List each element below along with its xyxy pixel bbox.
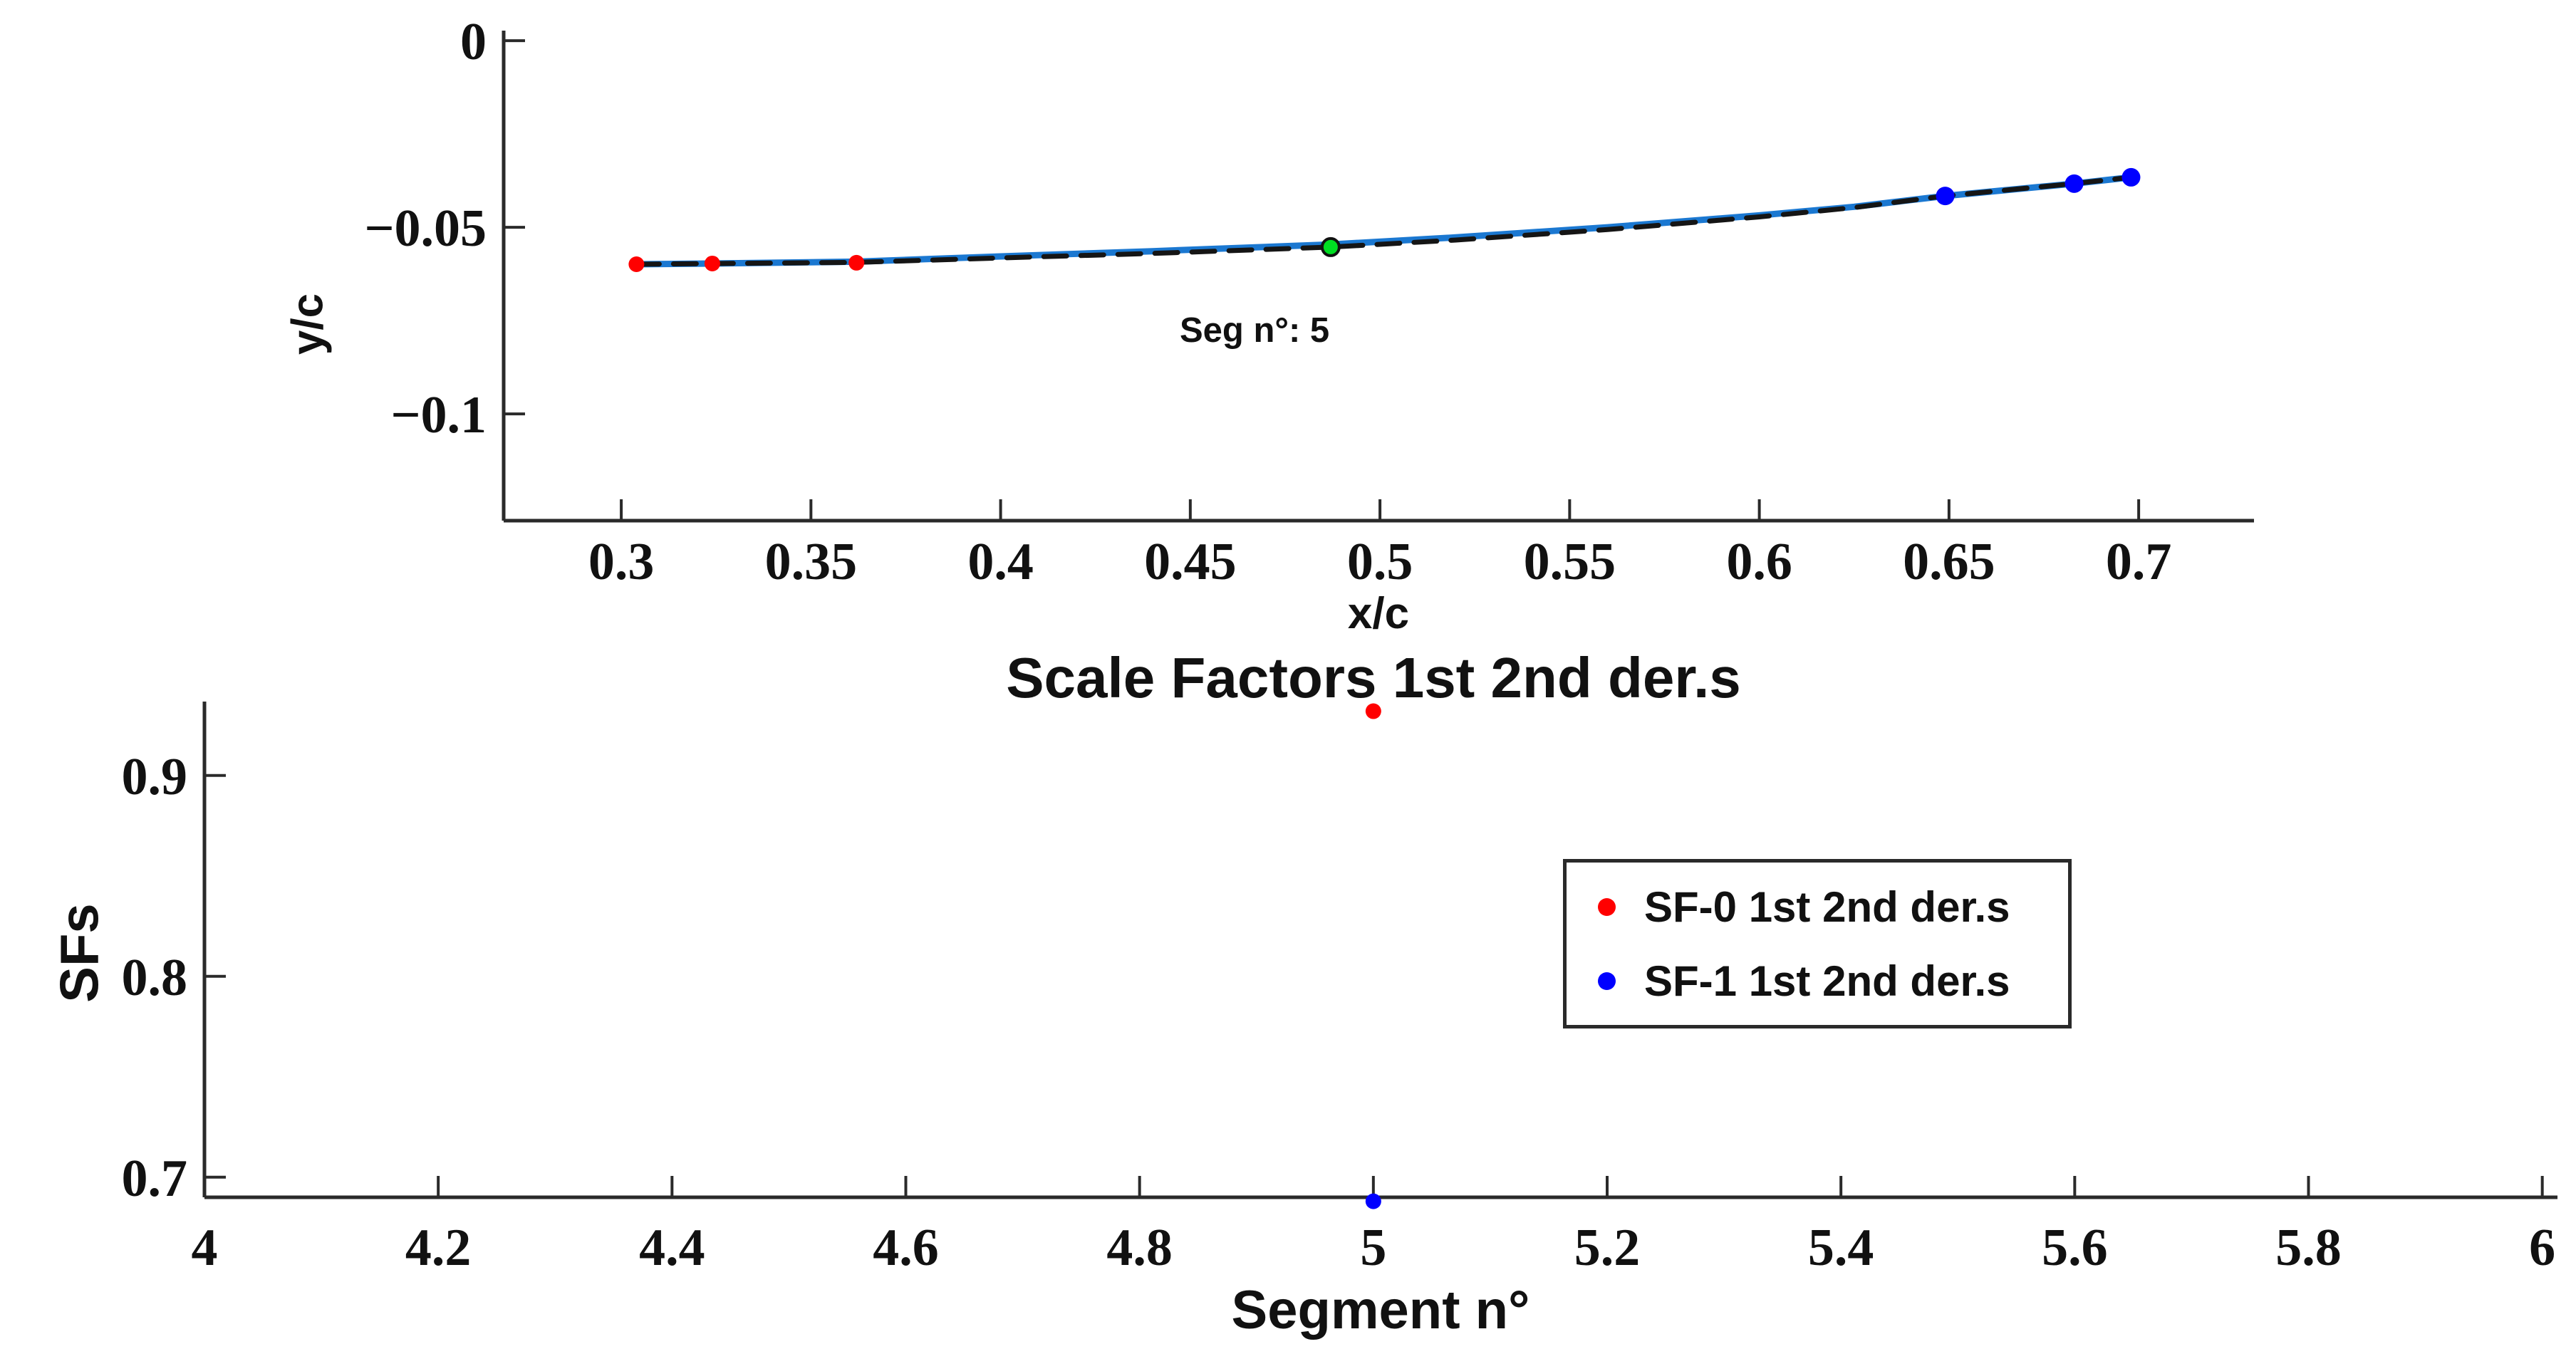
x-tick-label: 0.55 xyxy=(1524,533,1616,591)
x-tick-label: 6 xyxy=(2529,1219,2555,1277)
top-ylabel: y/c xyxy=(283,293,333,355)
legend-item-label: SF-0 1st 2nd der.s xyxy=(1644,882,2010,931)
x-tick-label: 0.35 xyxy=(765,533,858,591)
bottom-ylabel: SFs xyxy=(49,903,110,1003)
x-tick-label: 0.3 xyxy=(588,533,655,591)
SF-1 1st 2nd der.s-marker xyxy=(1365,1193,1381,1209)
x-tick-label: 5.8 xyxy=(2275,1219,2342,1277)
legend-item-label: SF-1 1st 2nd der.s xyxy=(1644,957,2010,1005)
legend-red-dot-icon xyxy=(1598,897,1616,916)
red-control-points-marker xyxy=(848,254,865,271)
y-tick-label: 0 xyxy=(460,13,487,71)
x-tick-label: 0.45 xyxy=(1144,533,1237,591)
x-tick-label: 4.6 xyxy=(873,1219,939,1277)
segment-curve-solid-curve xyxy=(633,174,2134,268)
x-tick-label: 5 xyxy=(1360,1219,1386,1277)
blue-control-points-marker xyxy=(2121,167,2141,187)
SF-0 1st 2nd der.s-marker xyxy=(1365,703,1381,719)
x-tick-label: 0.65 xyxy=(1903,533,1995,591)
y-tick-label: −0.05 xyxy=(364,199,487,258)
x-tick-label: 0.6 xyxy=(1726,533,1792,591)
segment-curve-dashed-curve xyxy=(633,175,2134,267)
y-tick-label: 0.7 xyxy=(122,1150,188,1208)
legend-item-sf0: SF-0 1st 2nd der.s xyxy=(1567,882,2068,932)
green-active-point-marker xyxy=(1320,236,1341,257)
x-tick-label: 5.2 xyxy=(1574,1219,1641,1277)
y-tick-label: −0.1 xyxy=(390,386,487,444)
x-tick-label: 0.5 xyxy=(1347,533,1413,591)
red-control-points-marker xyxy=(704,255,720,271)
bottom-plot-title: Scale Factors 1st 2nd der.s xyxy=(1006,646,1741,709)
y-tick-label: 0.9 xyxy=(122,748,188,806)
x-tick-label: 0.7 xyxy=(2106,533,2172,591)
x-tick-label: 4.8 xyxy=(1106,1219,1173,1277)
bottom-xlabel: Segment n° xyxy=(1231,1280,1530,1340)
x-tick-label: 0.4 xyxy=(967,533,1034,591)
legend-blue-dot-icon xyxy=(1598,972,1616,990)
segment-annotation: Seg n°: 5 xyxy=(1180,311,1330,350)
blue-control-points-marker xyxy=(1936,187,1955,206)
x-tick-label: 4 xyxy=(192,1219,218,1277)
x-tick-label: 5.6 xyxy=(2042,1219,2108,1277)
x-tick-label: 4.4 xyxy=(639,1219,705,1277)
top-xlabel: x/c xyxy=(1347,589,1410,638)
blue-control-points-marker xyxy=(2065,174,2084,193)
x-tick-label: 5.4 xyxy=(1808,1219,1874,1277)
legend-box: SF-0 1st 2nd der.s SF-1 1st 2nd der.s xyxy=(1563,859,2072,1028)
red-control-points-marker xyxy=(628,256,645,273)
x-tick-label: 4.2 xyxy=(405,1219,472,1277)
legend-item-sf1: SF-1 1st 2nd der.s xyxy=(1567,957,2068,1006)
y-tick-label: 0.8 xyxy=(122,949,188,1007)
